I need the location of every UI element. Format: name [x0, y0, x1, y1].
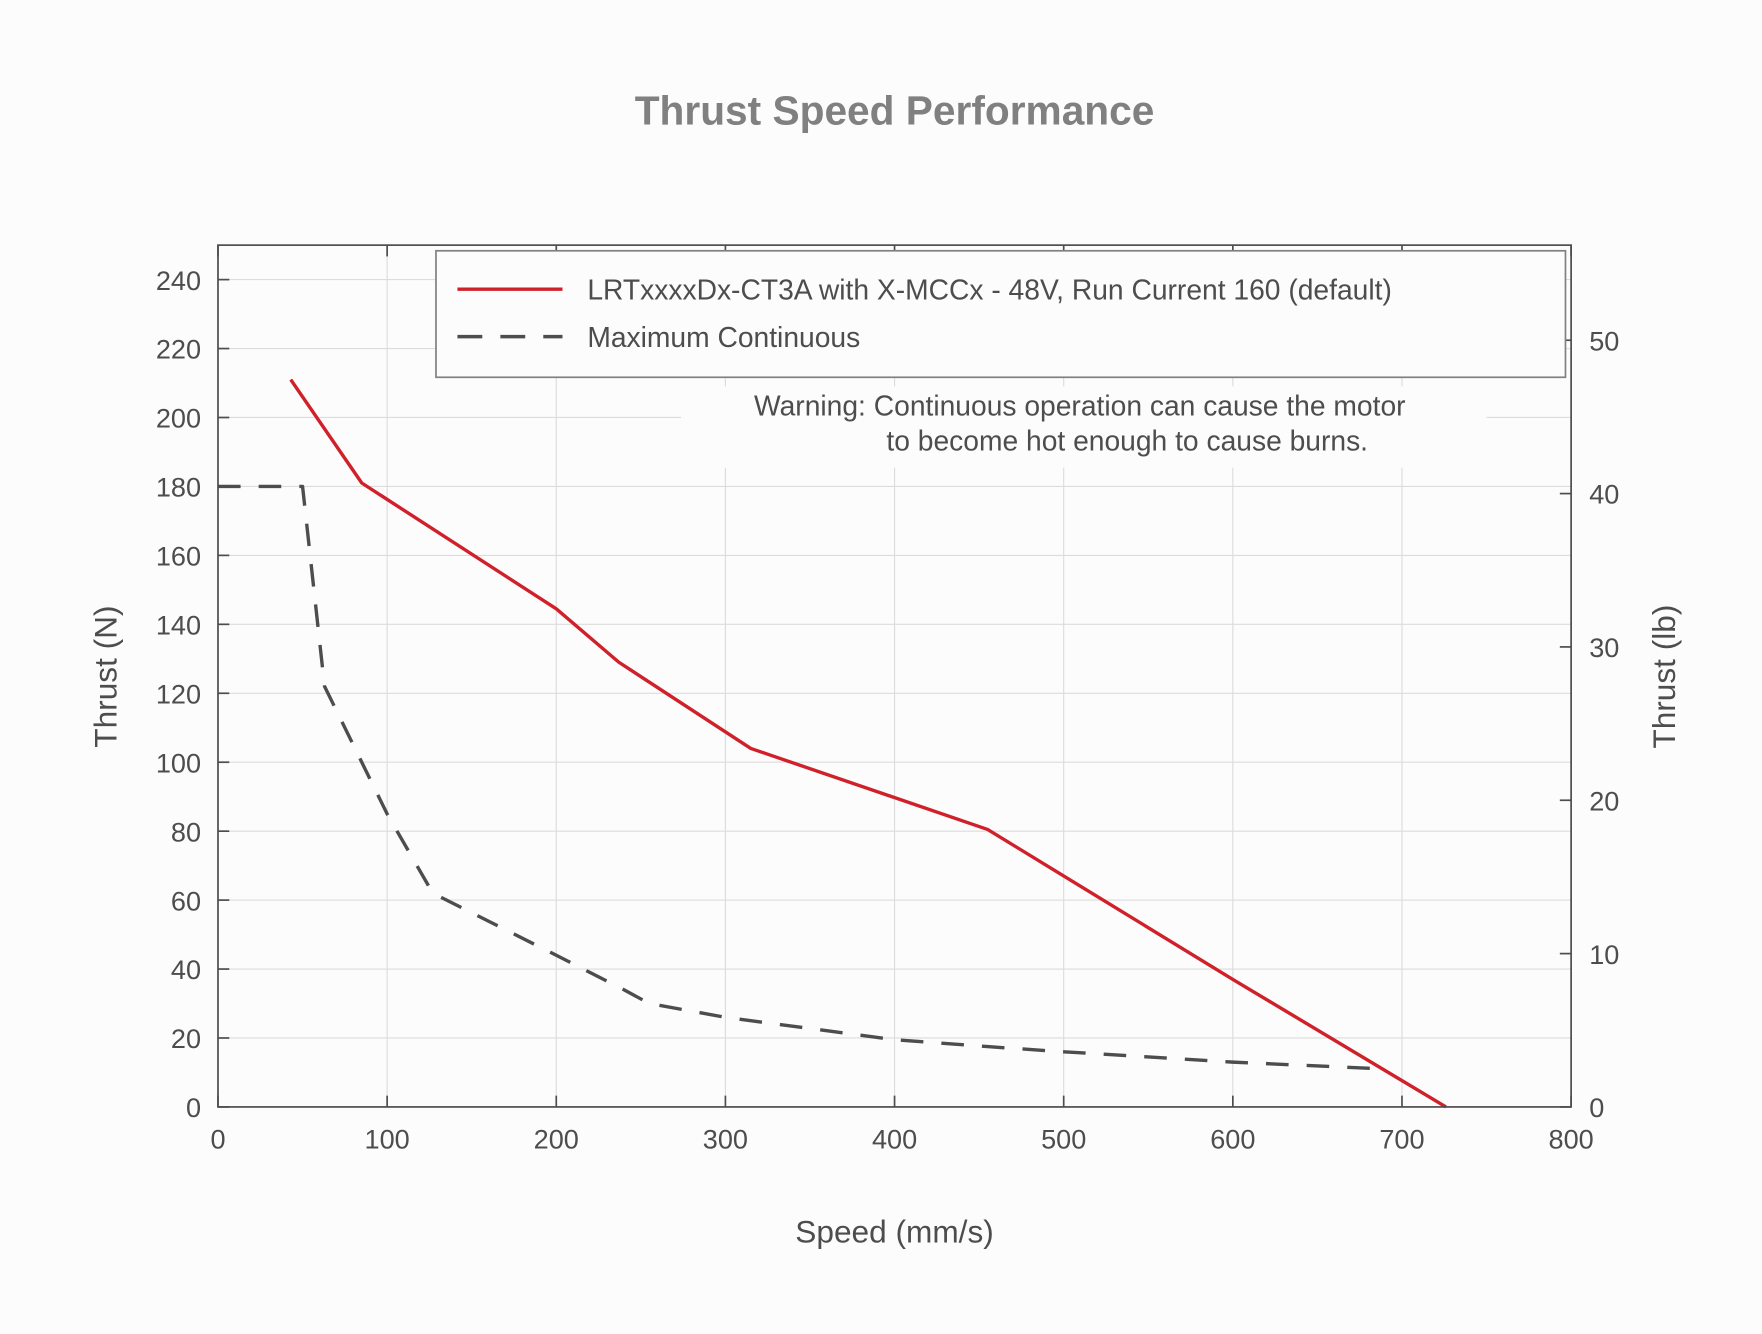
- y2-tick-label: 50: [1589, 325, 1619, 356]
- legend-label-1: LRTxxxxDx-CT3A with X-MCCx - 48V, Run Cu…: [587, 273, 1392, 305]
- y2-tick-label: 40: [1589, 479, 1619, 510]
- x-tick-label: 800: [1549, 1124, 1594, 1155]
- chart-title: Thrust Speed Performance: [635, 87, 1155, 133]
- y-tick-label: 80: [171, 816, 201, 847]
- legend: LRTxxxxDx-CT3A with X-MCCx - 48V, Run Cu…: [435, 249, 1567, 379]
- series-line-run-current: [289, 378, 1447, 1109]
- y2-tick-label: 30: [1589, 632, 1619, 663]
- y-tick-label: 220: [156, 334, 201, 365]
- x-tick-label: 500: [1041, 1124, 1086, 1155]
- y-tick-label: 120: [156, 678, 201, 709]
- x-axis-label: Speed (mm/s): [795, 1213, 994, 1249]
- y2-tick-label: 10: [1589, 939, 1619, 970]
- legend-label-2: Maximum Continuous: [587, 321, 860, 353]
- y-tick-label: 100: [156, 747, 201, 778]
- y-tick-label: 160: [156, 541, 201, 572]
- y-tick-label: 20: [171, 1023, 201, 1054]
- y-tick-label: 140: [156, 609, 201, 640]
- y2-tick-label: 20: [1589, 785, 1619, 816]
- y2-axis-label: Thrust (lb): [1646, 605, 1682, 749]
- warning-background: [681, 386, 1487, 468]
- y-tick-label: 180: [156, 472, 201, 503]
- series-layer: [217, 378, 1447, 1109]
- warning-annotation: Warning: Continuous operation can cause …: [681, 386, 1487, 468]
- series-line-max-continuous: [217, 484, 1386, 1071]
- y-tick-label: 200: [156, 403, 201, 434]
- x-tick-label: 0: [210, 1124, 225, 1155]
- legend-box: [435, 249, 1567, 379]
- warning-line-1: Warning: Continuous operation can cause …: [754, 390, 1406, 422]
- x-tick-label: 200: [534, 1124, 579, 1155]
- warning-line-2: to become hot enough to cause burns.: [886, 425, 1368, 457]
- y2-tick-label: 0: [1589, 1092, 1604, 1123]
- y-tick-label: 240: [156, 265, 201, 296]
- x-tick-label: 100: [365, 1124, 410, 1155]
- x-tick-label: 400: [872, 1124, 917, 1155]
- x-tick-label: 700: [1379, 1124, 1424, 1155]
- y-tick-label: 0: [186, 1092, 201, 1123]
- y-tick-label: 60: [171, 885, 201, 916]
- y-tick-label: 40: [171, 954, 201, 985]
- x-tick-label: 300: [703, 1124, 748, 1155]
- x-tick-label: 600: [1210, 1124, 1255, 1155]
- ticks: 0 100 200 300 400 500 600 700 800020406080100120…: [156, 245, 1619, 1155]
- y-axis-label: Thrust (N): [87, 605, 123, 747]
